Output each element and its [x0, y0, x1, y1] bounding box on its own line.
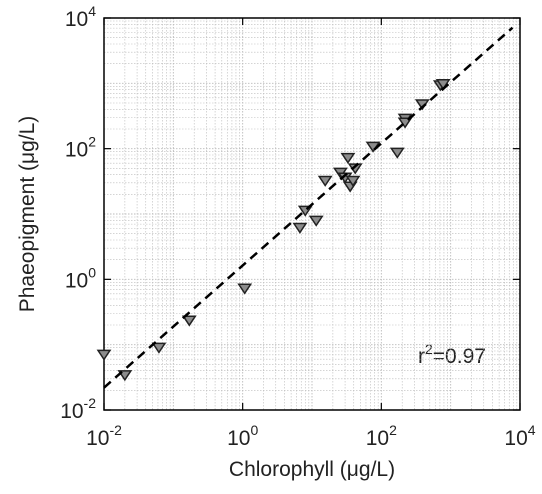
data-point: [151, 342, 167, 354]
tick-label: 10-2: [60, 395, 96, 423]
tick-label: 10-2: [86, 422, 122, 450]
tick-label-base: 10: [65, 8, 88, 31]
data-point: [308, 215, 324, 227]
tick-label-exponent: 4: [88, 3, 96, 19]
data-point: [435, 78, 451, 91]
data-point: [292, 222, 308, 234]
data-point: [345, 175, 361, 187]
tick-label: 100: [65, 264, 96, 292]
x-axis-label: Chlorophyll (μg/L): [229, 458, 395, 481]
data-point: [317, 175, 333, 187]
annotation-part: r: [418, 345, 425, 368]
tick-label-exponent: 2: [88, 134, 96, 150]
data-point: [340, 152, 356, 164]
tick-label-exponent: 4: [528, 422, 536, 438]
tick-label-base: 10: [60, 400, 83, 423]
tick-label-exponent: 2: [389, 422, 397, 438]
tick-label-base: 10: [366, 427, 389, 450]
tick-label: 100: [227, 422, 258, 450]
tick-label-exponent: -2: [84, 395, 97, 411]
tick-label-exponent: -2: [109, 422, 122, 438]
tick-label-base: 10: [65, 139, 88, 162]
data-point: [237, 283, 253, 295]
tick-label-base: 10: [65, 269, 88, 292]
fit-line: [103, 26, 514, 389]
tick-label-base: 10: [86, 427, 109, 450]
tick-label: 102: [65, 134, 96, 162]
data-point: [181, 315, 197, 327]
tick-label: 104: [65, 3, 96, 31]
tick-label-exponent: 0: [88, 264, 96, 280]
tick-label: 104: [504, 422, 535, 450]
tick-label-base: 10: [227, 427, 250, 450]
data-point: [96, 349, 112, 361]
y-axis-label: Phaeopigment (μg/L): [16, 116, 39, 313]
data-point: [389, 147, 405, 159]
data-point: [397, 117, 413, 129]
annotation-part: 2: [425, 341, 433, 357]
tick-label-base: 10: [504, 427, 527, 450]
tick-label-exponent: 0: [250, 422, 258, 438]
tick-label: 102: [366, 422, 397, 450]
plot-frame: [103, 17, 521, 411]
